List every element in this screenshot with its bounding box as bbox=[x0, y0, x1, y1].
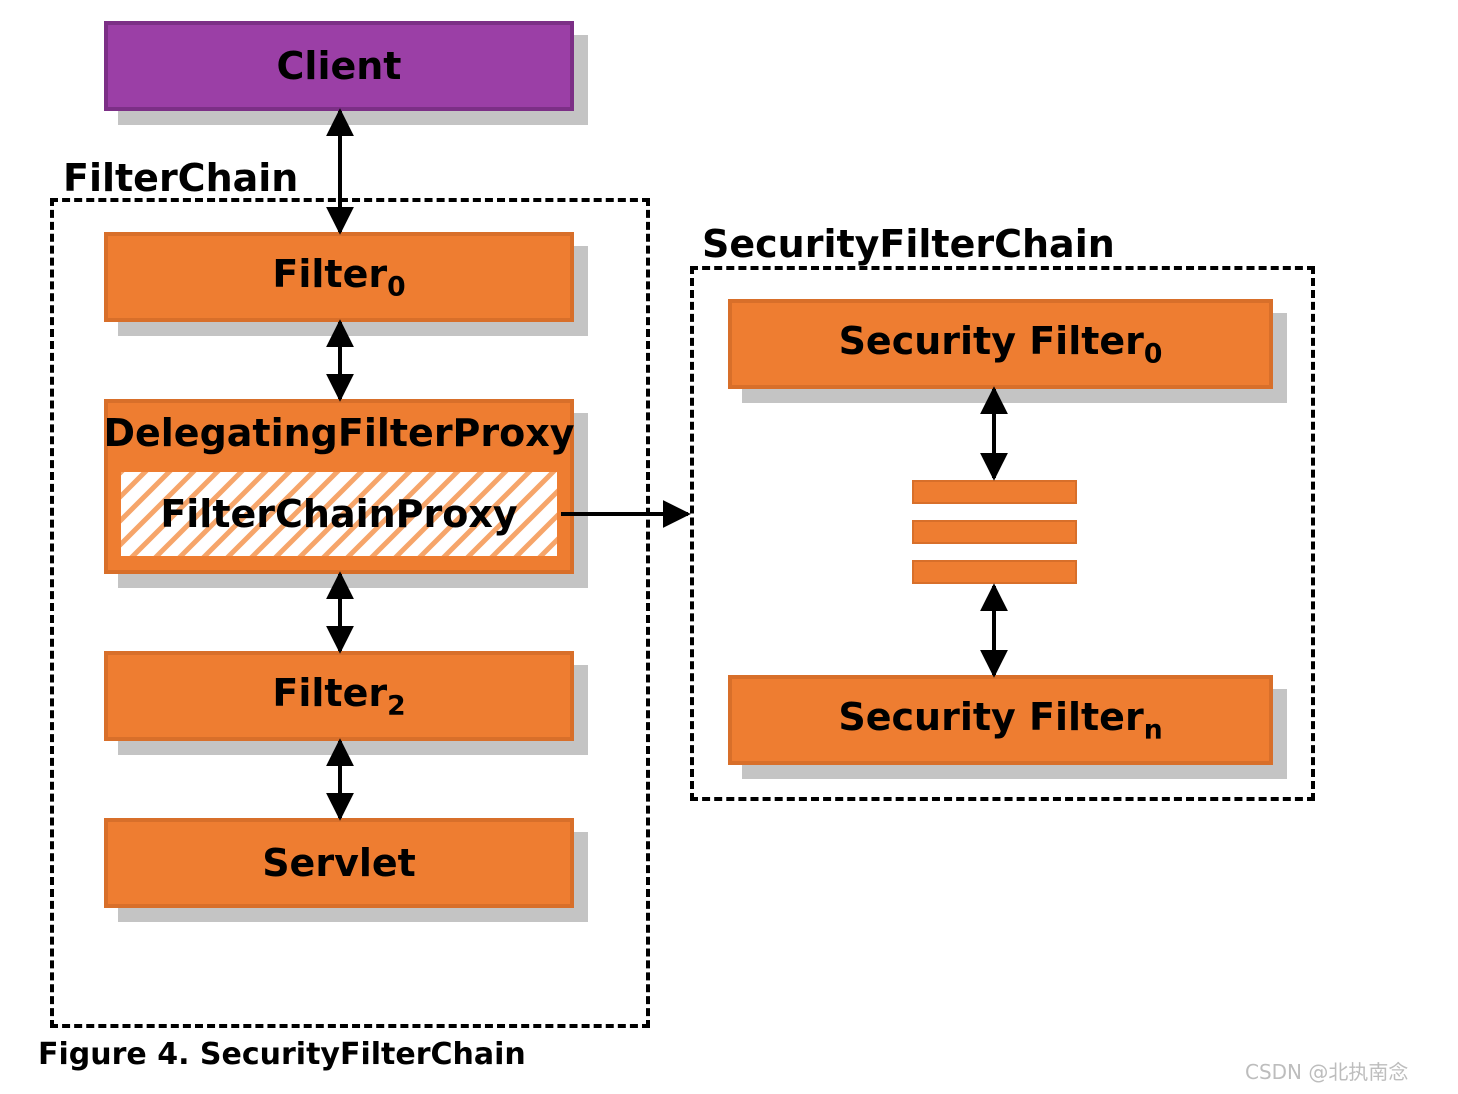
sec0-subscript: 0 bbox=[1144, 338, 1163, 369]
servlet-box: Servlet bbox=[104, 818, 574, 908]
diagram-stage: FilterChain SecurityFilterChain Client Fi… bbox=[0, 0, 1458, 1094]
filter2-label: Filter2 bbox=[272, 671, 405, 722]
filter2-subscript: 2 bbox=[387, 690, 406, 721]
secn-box: Security Filtern bbox=[728, 675, 1273, 765]
sec0-label: Security Filter0 bbox=[839, 319, 1163, 370]
filter0-box: Filter0 bbox=[104, 232, 574, 322]
dfp-label: DelegatingFilterProxy bbox=[103, 411, 574, 455]
secn-subscript: n bbox=[1144, 714, 1163, 745]
figure-caption: Figure 4. SecurityFilterChain bbox=[38, 1037, 526, 1072]
client-label: Client bbox=[277, 44, 402, 88]
client-box: Client bbox=[104, 21, 574, 111]
filter2-box: Filter2 bbox=[104, 651, 574, 741]
secn-label: Security Filtern bbox=[838, 695, 1162, 746]
servlet-label: Servlet bbox=[262, 841, 416, 885]
fcp-box: FilterChainProxy bbox=[117, 468, 561, 560]
watermark-text: CSDN @北执南念 bbox=[1245, 1056, 1408, 1085]
bar2-box bbox=[912, 520, 1077, 544]
filterchain-label: FilterChain bbox=[63, 156, 298, 200]
securityfilterchain-label: SecurityFilterChain bbox=[702, 222, 1115, 266]
filter0-subscript: 0 bbox=[387, 271, 406, 302]
sec0-box: Security Filter0 bbox=[728, 299, 1273, 389]
fcp-label: FilterChainProxy bbox=[160, 492, 517, 536]
filter0-label: Filter0 bbox=[272, 252, 405, 303]
bar1-box bbox=[912, 480, 1077, 504]
bar3-box bbox=[912, 560, 1077, 584]
